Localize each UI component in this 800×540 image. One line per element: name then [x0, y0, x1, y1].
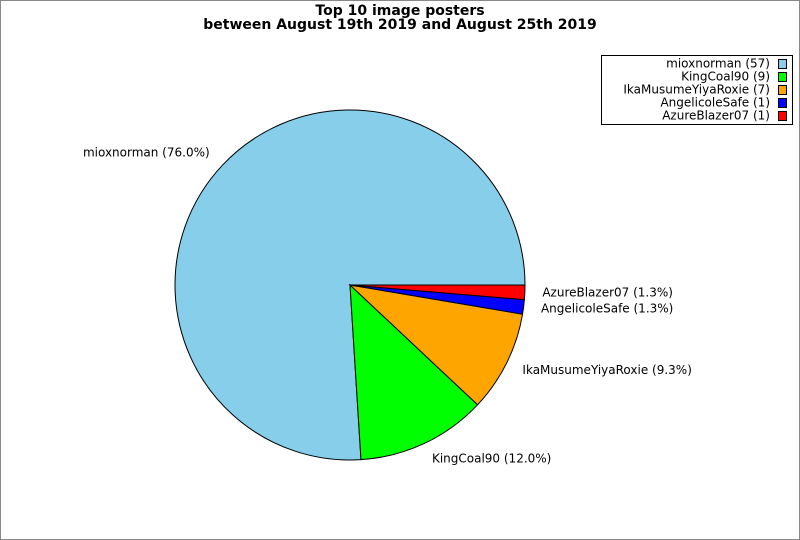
legend-swatch	[778, 85, 787, 95]
chart-title: Top 10 image posters	[315, 3, 484, 19]
legend-swatch	[778, 98, 787, 108]
legend-label: IkaMusumeYiyaRoxie (7)	[623, 83, 770, 97]
chart-subtitle: between August 19th 2019 and August 25th…	[203, 17, 597, 33]
legend-label: AngelicoleSafe (1)	[660, 96, 770, 110]
pie-slice	[348, 284, 524, 406]
slice-label: KingCoal90 (12.0%)	[432, 452, 551, 466]
slice-label: mioxnorman (76.0%)	[83, 146, 210, 160]
slice-label: AngelicoleSafe (1.3%)	[541, 302, 673, 316]
slice-label: IkaMusumeYiyaRoxie (9.3%)	[522, 363, 691, 377]
legend-label: KingCoal90 (9)	[681, 70, 770, 84]
slice-label: AzureBlazer07 (1.3%)	[542, 286, 673, 300]
legend-label: AzureBlazer07 (1)	[662, 109, 770, 123]
legend-swatch	[778, 111, 787, 121]
legend-swatch	[778, 72, 787, 82]
legend-box	[601, 55, 793, 125]
pie-slice	[349, 283, 479, 461]
legend-swatch	[778, 59, 787, 69]
legend-label: mioxnorman (57)	[666, 57, 770, 71]
pie-slice	[349, 284, 526, 301]
